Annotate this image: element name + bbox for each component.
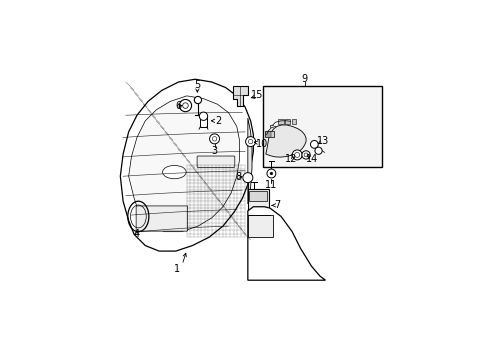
Polygon shape: [232, 86, 247, 105]
Text: 6: 6: [175, 100, 181, 111]
Ellipse shape: [163, 166, 186, 179]
Bar: [249, 192, 267, 201]
Text: 14: 14: [305, 154, 317, 164]
Circle shape: [199, 112, 207, 120]
Text: 13: 13: [316, 136, 329, 146]
Circle shape: [266, 169, 275, 178]
Polygon shape: [128, 96, 239, 232]
Text: 2: 2: [214, 116, 221, 126]
Polygon shape: [247, 207, 325, 280]
Text: 7: 7: [273, 201, 280, 210]
Polygon shape: [247, 118, 251, 204]
Text: 12: 12: [284, 154, 296, 164]
Text: 1: 1: [174, 264, 180, 274]
Bar: [247, 189, 268, 215]
Bar: [263, 86, 382, 167]
Polygon shape: [265, 125, 305, 157]
Text: 11: 11: [264, 180, 277, 190]
Circle shape: [245, 136, 255, 147]
Circle shape: [209, 134, 219, 144]
FancyBboxPatch shape: [136, 206, 187, 231]
Polygon shape: [120, 79, 253, 251]
Text: 8: 8: [235, 172, 241, 182]
Circle shape: [301, 151, 309, 159]
Text: 3: 3: [211, 146, 217, 156]
Text: 9: 9: [301, 74, 307, 84]
Bar: [278, 120, 284, 123]
Circle shape: [194, 96, 201, 104]
Text: 5: 5: [194, 80, 200, 90]
Bar: [292, 120, 296, 123]
FancyBboxPatch shape: [197, 156, 234, 167]
Text: 15: 15: [250, 90, 263, 100]
Circle shape: [243, 173, 252, 183]
Text: 10: 10: [256, 139, 268, 149]
Circle shape: [314, 147, 322, 154]
Bar: [285, 120, 290, 123]
Circle shape: [179, 99, 191, 112]
Circle shape: [310, 140, 318, 148]
Text: 4: 4: [134, 229, 140, 239]
Circle shape: [292, 150, 302, 160]
Bar: [265, 131, 274, 138]
Bar: [247, 215, 272, 237]
Bar: [200, 116, 206, 127]
Circle shape: [269, 172, 272, 175]
